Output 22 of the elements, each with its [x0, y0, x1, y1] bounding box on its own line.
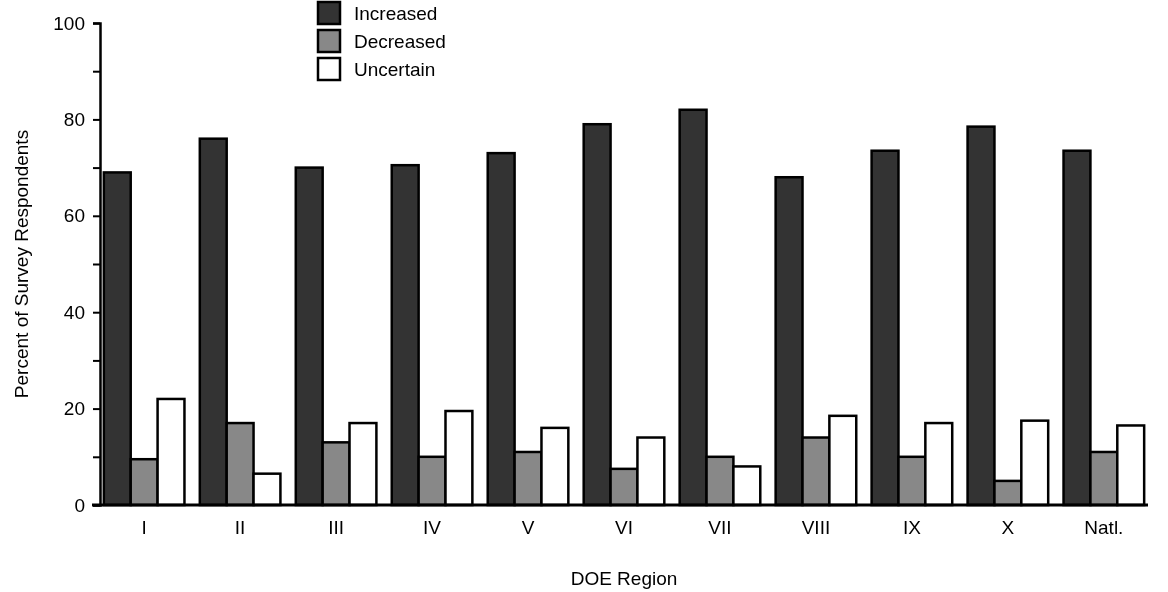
legend-label: Decreased: [354, 31, 446, 52]
x-tick-label: V: [521, 517, 535, 539]
x-tick-label: Natl.: [1084, 517, 1124, 539]
x-tick-label: IX: [902, 517, 922, 539]
y-tick-label: 40: [63, 301, 85, 323]
y-axis-title: Percent of Survey Respondents: [11, 129, 32, 399]
x-tick-label: VII: [708, 517, 732, 539]
x-tick-label: IV: [423, 517, 442, 539]
legend-label: Increased: [354, 3, 438, 24]
y-tick-label: 0: [74, 494, 85, 516]
x-tick-label: II: [234, 517, 246, 539]
legend-label: Uncertain: [354, 59, 436, 80]
x-tick-label: III: [328, 517, 345, 539]
x-tick-label: VIII: [801, 517, 831, 539]
x-tick-label: I: [141, 517, 147, 539]
x-tick-label: VI: [615, 517, 633, 539]
x-tick-label: X: [1001, 517, 1015, 539]
y-tick-label: 20: [63, 398, 85, 420]
y-tick-label: 80: [63, 108, 85, 130]
y-tick-label: 100: [53, 12, 85, 34]
x-axis-title: DOE Region: [570, 568, 678, 589]
y-tick-label: 60: [63, 205, 85, 227]
